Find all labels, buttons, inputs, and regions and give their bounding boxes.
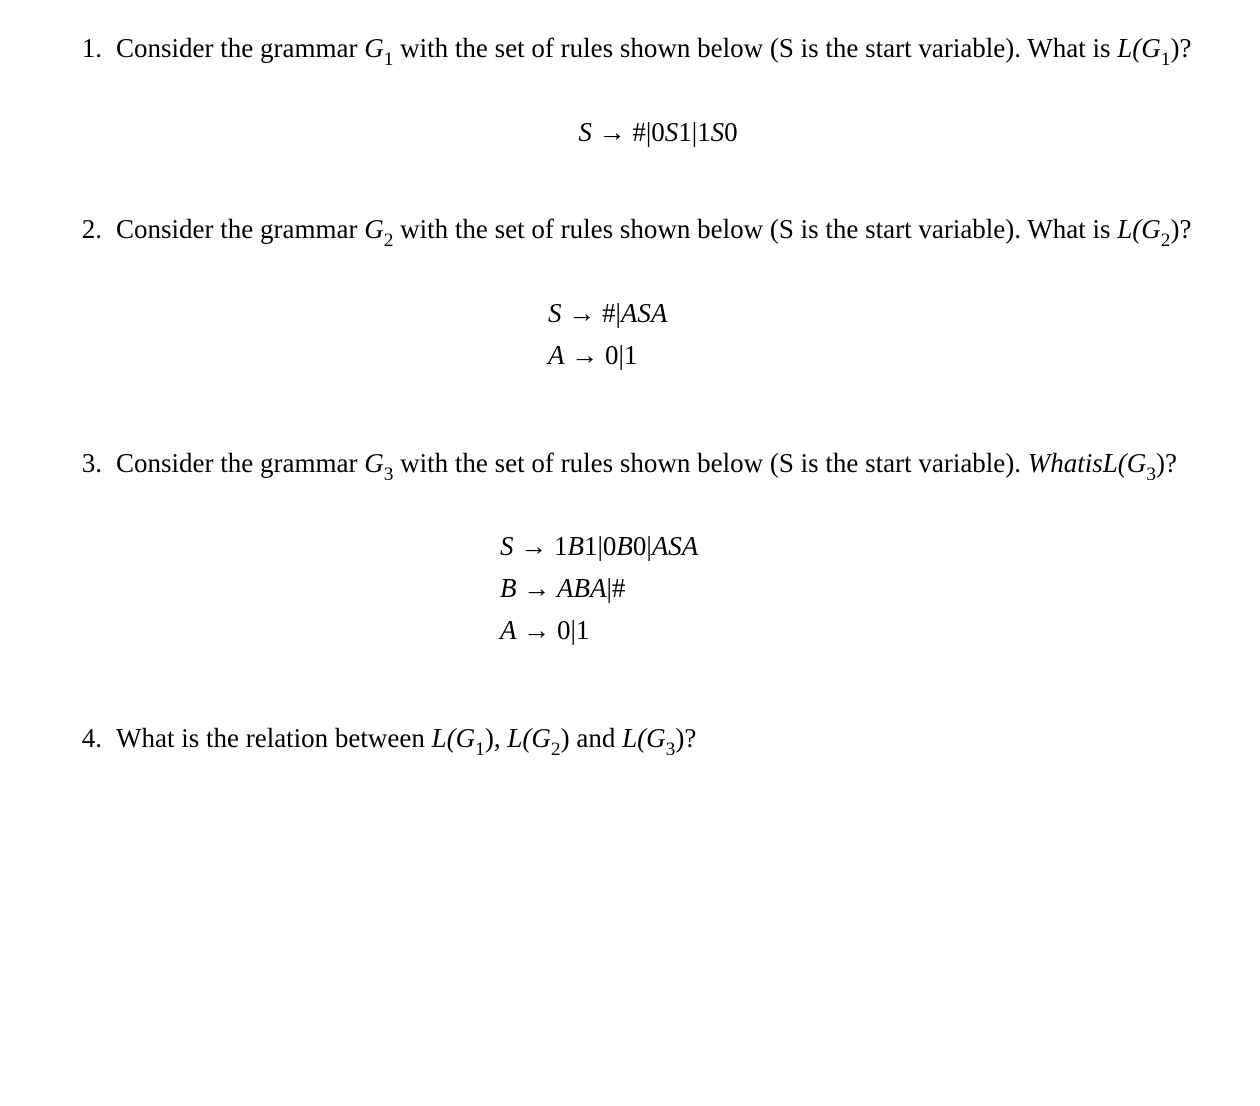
equation-line: B → ABA|# — [500, 568, 1200, 610]
equation-line: S → #|0S1|1S0 — [116, 112, 1200, 154]
eq-rhs-part: 0 — [724, 117, 738, 147]
eq-rhs-var: B — [616, 531, 633, 561]
prose-text: Consider the grammar — [116, 214, 364, 244]
prose-text: with the set of rules shown below (S is … — [393, 33, 1117, 63]
grammar-var: G — [364, 448, 384, 478]
lang-expr: L(G — [507, 723, 551, 753]
grammar-var: G — [364, 33, 384, 63]
equation-line: S → 1B1|0B0|ASA — [500, 526, 1200, 568]
lang-expr: L(G — [432, 723, 476, 753]
item-number: 1. — [60, 30, 116, 189]
equation-block: S → #|0S1|1S0 — [116, 112, 1200, 154]
item-prose: Consider the grammar G2 with the set of … — [116, 211, 1200, 253]
eq-rhs-part: 0|1 — [557, 615, 589, 645]
eq-rhs-part: 0| — [633, 531, 652, 561]
lang-sub: 1 — [475, 739, 485, 760]
list-item-1: 1. Consider the grammar G1 with the set … — [60, 30, 1200, 189]
eq-arrow: → — [565, 340, 606, 370]
lang-sub: 2 — [1161, 230, 1171, 251]
prose-text: Consider the grammar — [116, 33, 364, 63]
lang-close: )? — [675, 723, 696, 753]
lang-close: ) and — [561, 723, 622, 753]
item-prose: Consider the grammar G1 with the set of … — [116, 30, 1200, 72]
grammar-sub: 1 — [384, 49, 394, 70]
prose-text: What is the relation between — [116, 723, 432, 753]
eq-arrow: → — [592, 117, 633, 147]
item-number: 4. — [60, 720, 116, 762]
item-number: 3. — [60, 445, 116, 692]
equation-block: S → 1B1|0B0|ASA B → ABA|# A → 0|1 — [116, 526, 1200, 652]
grammar-sub: 2 — [384, 230, 394, 251]
list-item-3: 3. Consider the grammar G3 with the set … — [60, 445, 1200, 692]
item-prose: What is the relation between L(G1), L(G2… — [116, 720, 1200, 762]
eq-rhs-var: B — [568, 531, 585, 561]
prose-text: with the set of rules shown below (S is … — [393, 448, 1027, 478]
whatis-text: WhatisL(G — [1028, 448, 1147, 478]
lang-sub: 2 — [551, 739, 561, 760]
eq-rhs-part: 1 — [554, 531, 568, 561]
eq-rhs-part: |# — [606, 573, 625, 603]
lang-sub: 1 — [1161, 49, 1171, 70]
item-body: Consider the grammar G2 with the set of … — [116, 211, 1200, 416]
lang-close: )? — [1171, 33, 1192, 63]
eq-arrow: → — [517, 573, 558, 603]
prose-text: with the set of rules shown below (S is … — [393, 214, 1117, 244]
eq-rhs-var: S — [711, 117, 725, 147]
eq-rhs-part: 1|0 — [584, 531, 616, 561]
whatis-close: )? — [1156, 448, 1177, 478]
lang-expr: L(G — [1117, 33, 1161, 63]
item-body: Consider the grammar G3 with the set of … — [116, 445, 1200, 692]
eq-rhs-part: #| — [602, 298, 621, 328]
equation-line: S → #|ASA — [548, 293, 1200, 335]
eq-rhs-var: ABA — [557, 573, 606, 603]
list-item-4: 4. What is the relation between L(G1), L… — [60, 720, 1200, 762]
item-body: What is the relation between L(G1), L(G2… — [116, 720, 1200, 762]
item-number: 2. — [60, 211, 116, 416]
eq-lhs: B — [500, 573, 517, 603]
item-body: Consider the grammar G1 with the set of … — [116, 30, 1200, 189]
grammar-sub: 3 — [384, 464, 394, 485]
equation-line: A → 0|1 — [548, 335, 1200, 377]
lang-close: )? — [1171, 214, 1192, 244]
whatis-sub: 3 — [1146, 464, 1156, 485]
eq-rhs-var: ASA — [652, 531, 699, 561]
grammar-var: G — [364, 214, 384, 244]
lang-close: ), — [485, 723, 508, 753]
equation-line: A → 0|1 — [500, 610, 1200, 652]
eq-arrow: → — [514, 531, 555, 561]
eq-lhs: S — [500, 531, 514, 561]
lang-expr: L(G — [622, 723, 666, 753]
item-prose: Consider the grammar G3 with the set of … — [116, 445, 1200, 487]
lang-sub: 3 — [666, 739, 676, 760]
prose-text: Consider the grammar — [116, 448, 364, 478]
eq-lhs: S — [548, 298, 562, 328]
eq-rhs-var: S — [665, 117, 679, 147]
eq-lhs: S — [578, 117, 592, 147]
eq-lhs: A — [548, 340, 565, 370]
eq-rhs-part: 0|1 — [605, 340, 637, 370]
lang-expr: L(G — [1117, 214, 1161, 244]
eq-rhs-part: #|0 — [632, 117, 664, 147]
eq-rhs-part: 1|1 — [678, 117, 710, 147]
list-item-2: 2. Consider the grammar G2 with the set … — [60, 211, 1200, 416]
eq-arrow: → — [517, 615, 558, 645]
equation-block: S → #|ASA A → 0|1 — [116, 293, 1200, 377]
eq-arrow: → — [562, 298, 603, 328]
eq-rhs-var: ASA — [621, 298, 668, 328]
eq-lhs: A — [500, 615, 517, 645]
